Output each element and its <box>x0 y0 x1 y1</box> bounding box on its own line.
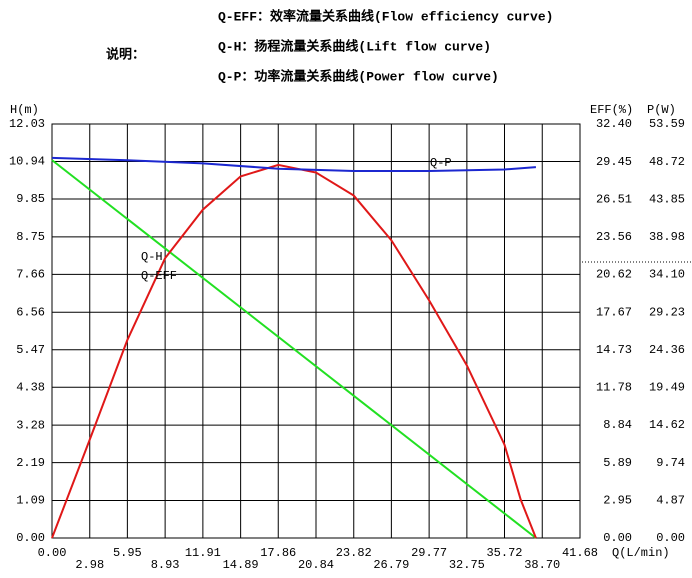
y2-tick-label: 32.40 <box>596 117 632 131</box>
series-label: Q-H <box>141 250 163 264</box>
x-tick-label: 29.77 <box>411 546 447 560</box>
x-tick-label: 5.95 <box>113 546 142 560</box>
y2-tick-label: 11.78 <box>596 381 632 395</box>
y-axis-title: H(m) <box>10 103 39 117</box>
x-axis-title: Q(L/min) <box>612 546 670 560</box>
y-tick-label: 2.19 <box>16 456 45 470</box>
y3-tick-label: 38.98 <box>649 230 685 244</box>
y2-axis-title: EFF(%) <box>590 103 633 117</box>
series-line <box>51 159 537 539</box>
series-line <box>51 156 536 173</box>
y3-tick-label: 4.87 <box>656 494 685 508</box>
y-tick-label: 12.03 <box>9 117 45 131</box>
legend-item: Q-EFF：效率流量关系曲线(Flow efficiency curve) <box>218 8 553 24</box>
y2-tick-label: 29.45 <box>596 155 632 169</box>
legend-title: 说明： <box>106 46 145 62</box>
y3-axis-title: P(W) <box>647 103 676 117</box>
legend: 说明： Q-EFF：效率流量关系曲线(Flow efficiency curve… <box>106 8 553 84</box>
y-tick-label: 7.66 <box>16 268 45 282</box>
x-tick-label: 35.72 <box>486 546 522 560</box>
y-tick-label: 10.94 <box>9 155 45 169</box>
x-tick-label: 26.79 <box>373 558 409 572</box>
y-tick-label: 9.85 <box>16 192 45 206</box>
y-tick-label: 3.28 <box>16 418 45 432</box>
y2-tick-label: 8.84 <box>603 418 632 432</box>
y2-tick-label: 20.62 <box>596 268 632 282</box>
x-tick-label: 32.75 <box>449 558 485 572</box>
y2-tick-label: 26.51 <box>596 192 632 206</box>
y3-tick-label: 48.72 <box>649 155 685 169</box>
y2-tick-label: 14.73 <box>596 343 632 357</box>
y3-tick-label: 19.49 <box>649 381 685 395</box>
y3-tick-label: 14.62 <box>649 418 685 432</box>
x-tick-label: 14.89 <box>223 558 259 572</box>
x-tick-label: 41.68 <box>562 546 598 560</box>
legend-item: Q-P：功率流量关系曲线(Power flow curve) <box>218 68 499 84</box>
y-tick-label: 6.56 <box>16 305 45 319</box>
legend-item: Q-H：扬程流量关系曲线(Lift flow curve) <box>218 38 491 54</box>
y3-tick-label: 43.85 <box>649 192 685 206</box>
y2-tick-label: 17.67 <box>596 305 632 319</box>
y3-tick-label: 34.10 <box>649 268 685 282</box>
y2-tick-label: 0.00 <box>603 531 632 545</box>
y2-tick-label: 2.95 <box>603 493 632 507</box>
y-tick-label: 4.38 <box>16 380 45 394</box>
x-tick-label: 17.86 <box>260 546 296 560</box>
y2-tick-label: 23.56 <box>596 230 632 244</box>
y-tick-label: 8.75 <box>16 230 45 244</box>
x-tick-label: 8.93 <box>151 558 180 572</box>
y3-tick-label: 9.74 <box>656 456 685 470</box>
y-tick-label: 1.09 <box>16 494 45 508</box>
y3-tick-label: 0.00 <box>656 531 685 545</box>
y3-tick-label: 29.23 <box>649 305 685 319</box>
series-line <box>51 163 537 539</box>
y3-tick-label: 24.36 <box>649 343 685 357</box>
x-tick-label: 23.82 <box>336 546 372 560</box>
y-tick-label: 5.47 <box>16 343 45 357</box>
x-tick-label: 0.00 <box>38 546 67 560</box>
y3-tick-label: 53.59 <box>649 117 685 131</box>
plot-border <box>51 123 581 539</box>
y2-tick-label: 5.89 <box>603 456 632 470</box>
x-tick-label: 20.84 <box>298 558 334 572</box>
x-tick-label: 38.70 <box>524 558 560 572</box>
x-tick-label: 11.91 <box>185 546 221 560</box>
y-tick-label: 0.00 <box>16 531 45 545</box>
x-tick-label: 2.98 <box>75 558 104 572</box>
series-label: Q-EFF <box>141 269 177 283</box>
series-label: Q-P <box>430 156 452 170</box>
